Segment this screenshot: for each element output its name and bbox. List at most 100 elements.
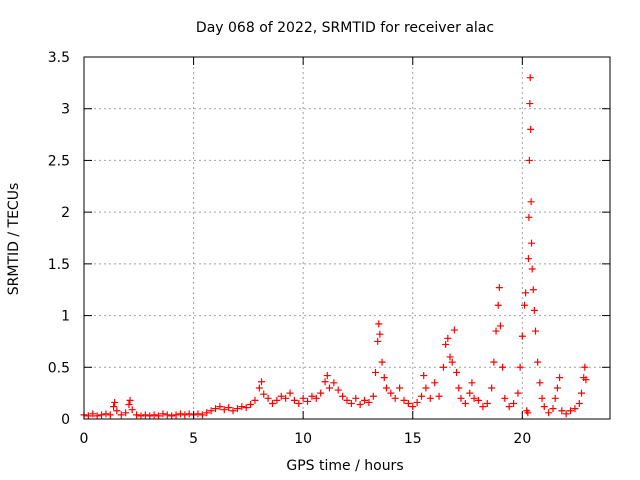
data-point: [229, 407, 237, 415]
data-point: [536, 379, 544, 387]
data-point: [260, 390, 268, 398]
data-point: [361, 396, 369, 404]
data-point: [448, 358, 456, 366]
data-point: [181, 411, 189, 419]
data-point: [490, 358, 498, 366]
data-point: [556, 374, 564, 382]
data-point: [290, 396, 298, 404]
data-point: [126, 396, 134, 404]
data-point: [455, 384, 463, 392]
x-tick-label: 0: [80, 431, 89, 447]
data-point: [371, 368, 379, 376]
data-point: [495, 284, 503, 292]
data-point: [198, 411, 206, 419]
data-point: [461, 399, 469, 407]
data-point: [89, 410, 97, 418]
data-point: [242, 404, 250, 412]
data-point: [93, 412, 101, 420]
data-point: [374, 337, 382, 345]
data-point: [117, 411, 125, 419]
data-point: [526, 100, 534, 108]
data-point: [356, 401, 364, 409]
y-axis-label: SRMTID / TECUs: [6, 183, 22, 296]
data-point: [400, 396, 408, 404]
data-point: [578, 389, 586, 397]
data-point: [571, 405, 579, 413]
data-point: [203, 409, 211, 417]
data-point: [220, 406, 228, 414]
data-point: [194, 410, 202, 418]
data-point: [137, 412, 145, 420]
data-point: [426, 394, 434, 402]
data-point: [207, 407, 215, 415]
data-point: [282, 394, 290, 402]
data-point: [553, 384, 561, 392]
y-tick-label: 0: [61, 412, 70, 428]
data-point: [450, 326, 458, 334]
plot-frame: [83, 56, 611, 420]
data-point: [501, 394, 509, 402]
data-point: [387, 389, 395, 397]
y-tick-label: 3.5: [48, 50, 70, 66]
data-point: [551, 394, 559, 402]
data-point: [251, 396, 259, 404]
data-point: [113, 407, 121, 415]
data-point: [525, 156, 533, 164]
data-point: [492, 327, 500, 335]
chart-title: Day 068 of 2022, SRMTID for receiver ala…: [196, 20, 494, 36]
data-point: [380, 374, 388, 382]
axes: 0 0.5 1 1.5 2 2.5 3 3.5 0 5 10 15 20: [48, 50, 610, 447]
data-point: [534, 358, 542, 366]
data-point: [258, 378, 266, 386]
data-point: [396, 384, 404, 392]
data-point: [575, 399, 583, 407]
data-point: [264, 394, 272, 402]
data-point: [522, 289, 530, 297]
data-point: [150, 411, 158, 419]
grid: [84, 57, 610, 419]
data-point: [352, 394, 360, 402]
data-point: [321, 378, 329, 386]
data-point: [391, 394, 399, 402]
data-point: [238, 403, 246, 411]
data-point: [496, 322, 504, 330]
data-point: [299, 394, 307, 402]
data-point: [404, 399, 412, 407]
data-point: [470, 394, 478, 402]
data-series: [80, 74, 590, 420]
data-point: [525, 213, 533, 221]
data-point: [418, 392, 426, 400]
data-point: [514, 389, 522, 397]
x-tick-label: 10: [294, 431, 312, 447]
data-point: [466, 389, 474, 397]
y-tick-label: 2.5: [48, 153, 70, 169]
data-point: [176, 410, 184, 418]
data-point: [317, 389, 325, 397]
data-point: [457, 394, 465, 402]
data-point: [442, 341, 450, 349]
data-point: [510, 399, 518, 407]
data-point: [125, 401, 133, 409]
data-point: [540, 403, 548, 411]
data-point: [453, 368, 461, 376]
data-point: [521, 301, 529, 309]
data-point: [146, 412, 154, 420]
data-point: [286, 389, 294, 397]
data-point: [581, 363, 589, 371]
data-point: [528, 265, 536, 273]
data-point: [247, 401, 255, 409]
data-point: [526, 74, 534, 82]
data-point: [312, 394, 320, 402]
data-point: [530, 306, 538, 314]
data-point: [558, 407, 566, 415]
data-point: [528, 239, 536, 247]
x-tick-label: 15: [404, 431, 422, 447]
data-point: [505, 403, 513, 411]
data-point: [527, 198, 535, 206]
data-point: [155, 412, 163, 420]
data-point: [159, 410, 167, 418]
data-point: [308, 392, 316, 400]
data-point: [185, 410, 193, 418]
data-point: [273, 396, 281, 404]
